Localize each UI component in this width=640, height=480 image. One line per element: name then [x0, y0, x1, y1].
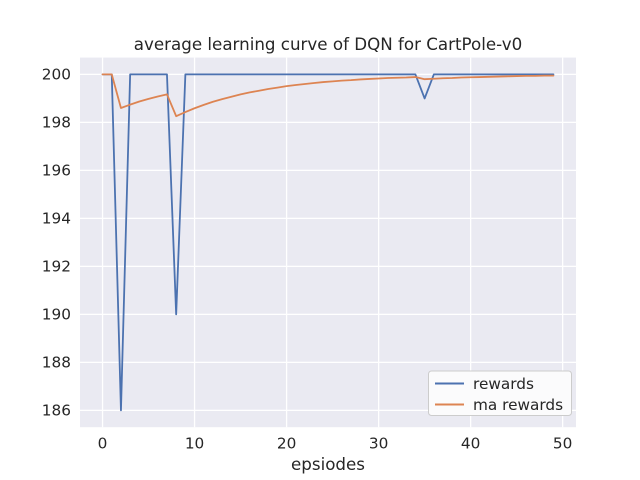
- y-tick-labels: 186 188 190 192 194 196 198 200: [42, 66, 71, 420]
- y-tick-label: 194: [42, 210, 71, 228]
- x-tick-label: 20: [277, 435, 296, 453]
- y-tick-label: 186: [42, 402, 71, 420]
- plot-area: [80, 57, 576, 428]
- series-lines: [101, 73, 555, 412]
- x-tick-label: 30: [369, 435, 388, 453]
- x-tick-labels: 0 10 20 30 40 50: [98, 435, 573, 453]
- x-axis-label: epsiodes: [291, 454, 365, 474]
- legend: rewards ma rewards: [428, 370, 572, 416]
- y-tick-label: 190: [42, 306, 71, 324]
- y-tick-label: 198: [42, 114, 71, 132]
- series-line-ma-rewards: [101, 73, 555, 118]
- y-tick-label: 196: [42, 162, 71, 180]
- legend-label-ma-rewards: ma rewards: [473, 396, 563, 414]
- legend-label-rewards: rewards: [473, 375, 534, 393]
- x-tick-label: 50: [553, 435, 572, 453]
- x-tick-label: 40: [461, 435, 480, 453]
- series-line-rewards: [101, 73, 555, 412]
- y-tick-label: 192: [42, 258, 71, 276]
- y-tick-label: 188: [42, 354, 71, 372]
- chart-title: average learning curve of DQN for CartPo…: [134, 34, 522, 54]
- legend-box: [428, 370, 572, 416]
- x-tick-label: 10: [185, 435, 204, 453]
- x-tick-label: 0: [98, 435, 108, 453]
- y-tick-label: 200: [42, 66, 71, 84]
